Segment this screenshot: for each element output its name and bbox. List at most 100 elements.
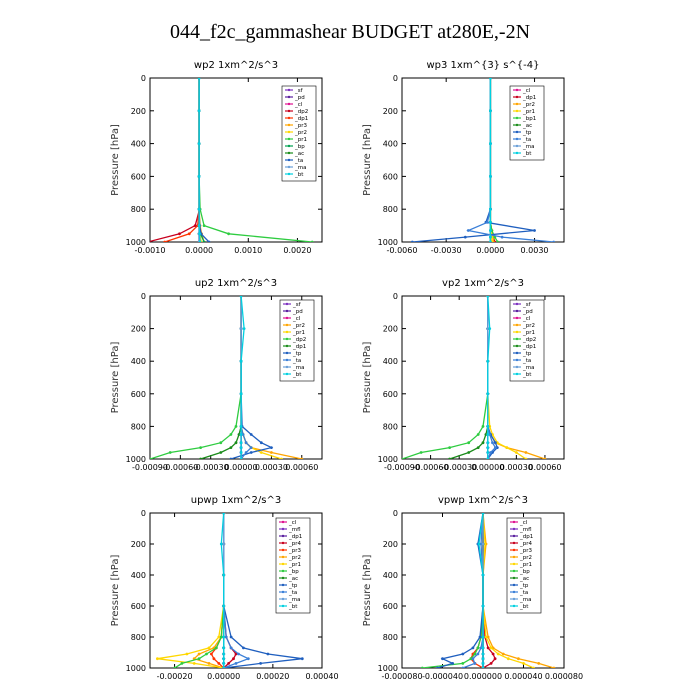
legend-label: _ma [522, 144, 534, 150]
legend-label: _pr3 [294, 123, 308, 129]
legend-marker [287, 172, 291, 176]
legend-marker [512, 590, 516, 594]
data-point [239, 451, 243, 454]
data-point [249, 433, 253, 436]
data-point [522, 662, 525, 665]
y-tick-label: 400 [131, 140, 146, 149]
data-point [481, 441, 485, 445]
panel-title: vp2 1xm^2/s^3 [442, 278, 524, 289]
data-point [237, 433, 241, 436]
legend-label: _bt [288, 604, 298, 610]
data-point [249, 446, 253, 449]
series-line-bp [422, 513, 484, 668]
data-point [410, 240, 414, 242]
data-point [491, 652, 495, 656]
y-tick-label: 200 [131, 325, 146, 334]
data-point [222, 652, 226, 656]
data-point [217, 662, 221, 665]
data-point [202, 224, 206, 228]
data-point [419, 451, 423, 454]
legend-marker [515, 137, 519, 141]
legend-marker [515, 88, 519, 92]
legend-marker [515, 323, 519, 327]
legend-marker [515, 351, 519, 355]
y-tick-label: 200 [383, 107, 398, 116]
data-point [227, 662, 231, 665]
legend-marker [512, 576, 516, 580]
data-point [156, 657, 159, 661]
legend-label: _ma [519, 597, 531, 603]
x-tick-label: 0.00060 [528, 463, 561, 472]
y-axis-label: Pressure [hPa] [110, 555, 121, 627]
data-point [239, 425, 243, 428]
data-point [486, 446, 490, 449]
data-point [481, 513, 485, 515]
legend: _sf_pd_cl_pr2_pr1_dp2_dp1_tp_ta_ma_bt [509, 299, 545, 382]
data-point [483, 542, 487, 546]
legend-label: _pr1 [522, 330, 535, 336]
legend-label: _ta [522, 137, 531, 143]
series-line-dp2 [150, 296, 242, 459]
x-tick-label: 0.00030 [500, 463, 533, 472]
legend-label: _ma [522, 365, 534, 371]
data-point [197, 78, 201, 80]
y-tick-label: 1000 [126, 664, 146, 673]
legend-label: _pr4 [519, 541, 533, 547]
legend-label: _ac [522, 123, 532, 129]
x-tick-label: 0.0000 [185, 246, 213, 255]
series-line-dp1 [200, 296, 242, 459]
legend-marker [512, 527, 516, 531]
data-point [552, 240, 556, 242]
panel-title: upwp 1xm^2/s^3 [191, 495, 281, 506]
data-point [222, 573, 226, 577]
y-tick-label: 600 [131, 602, 146, 611]
y-axis-label: Pressure [hPa] [362, 342, 373, 414]
data-point [168, 451, 172, 454]
legend-label: _ta [294, 158, 303, 164]
data-point [481, 657, 485, 661]
data-point [486, 433, 490, 436]
y-axis-label: Pressure [hPa] [110, 124, 121, 196]
data-point [222, 542, 226, 546]
data-point [150, 457, 152, 459]
legend-marker [281, 590, 285, 594]
legend-label: _ac [294, 151, 304, 157]
legend-label: _dp1 [288, 534, 302, 540]
series-group [150, 296, 304, 459]
x-tick-label: 0.00040 [305, 672, 338, 681]
data-point [543, 457, 547, 459]
legend-label: _bt [522, 372, 532, 378]
data-point [451, 662, 454, 665]
panel-1: wp3 1xm^{3} s^{-4} Pressure [hPa] 0 200 400 6… [362, 60, 565, 255]
plot-frame [401, 295, 565, 460]
legend-label: _dp1 [522, 95, 536, 101]
y-tick-label: 0 [393, 292, 398, 301]
data-point [552, 666, 556, 668]
data-point [476, 652, 480, 656]
series-line-dp2 [150, 78, 201, 242]
legend-marker [515, 109, 519, 113]
data-point [467, 441, 471, 445]
data-point [515, 451, 518, 454]
legend-marker [515, 365, 519, 369]
x-tick-label: 0.00060 [285, 463, 318, 472]
data-point [219, 542, 223, 546]
series-line-dp1 [164, 78, 200, 242]
legend-marker [281, 597, 285, 601]
y-tick-label: 1000 [126, 455, 146, 464]
data-point [205, 652, 208, 656]
legend-marker [287, 158, 291, 162]
x-tick-label: 0.000040 [504, 672, 542, 681]
panel-title: wp3 1xm^{3} s^{-4} [426, 60, 539, 71]
legend-marker [287, 95, 291, 99]
legend-label: _tp [522, 130, 532, 136]
legend-marker [285, 351, 289, 355]
data-point [481, 666, 485, 668]
data-point [234, 425, 238, 428]
data-point [187, 232, 191, 236]
y-tick-label: 400 [383, 140, 398, 149]
y-tick-label: 400 [131, 571, 146, 580]
data-point [486, 220, 489, 224]
legend-marker [281, 534, 285, 538]
legend-marker [287, 165, 291, 169]
